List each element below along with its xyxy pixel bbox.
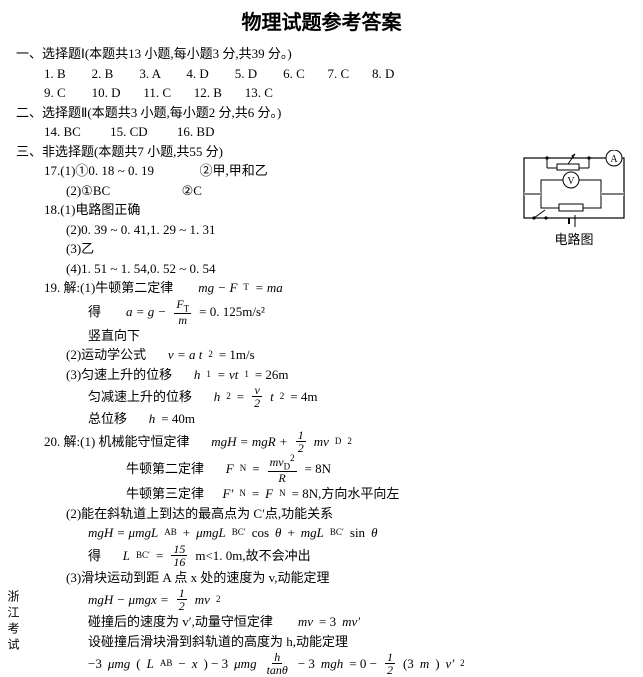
q19-l1: 19. 解:(1)牛顿第二定律 mg − FT = ma — [16, 278, 627, 298]
page-title: 物理试题参考答案 — [16, 8, 627, 38]
q20-l1: 20. 解:(1) 机械能守恒定律 mgH = mgR + 12 mvD2 — [16, 429, 627, 454]
q20-l5: mgH = μmgLAB + μmgLBC′ cosθ + mgLBC′ sin… — [16, 523, 627, 543]
q20-l3: 牛顿第三定律 F′N = FN = 8N,方向水平向左 — [16, 484, 627, 504]
svg-text:V: V — [567, 176, 575, 187]
circuit-label: 电路图 — [519, 230, 629, 250]
q20-l10: 设碰撞后滑块滑到斜轨道的高度为 h,动能定理 — [16, 632, 627, 652]
svg-text:A: A — [610, 154, 618, 165]
q19-l7: 总位移 h = 40m — [16, 409, 627, 429]
s2-row1: 14. BC 15. CD 16. BD — [16, 122, 627, 142]
q20-l6: 得 LBC′ = 1516 m<1. 0m,故不会冲出 — [16, 543, 627, 568]
section2-head: 二、选择题Ⅱ(本题共3 小题,每小题2 分,共6 分。) — [16, 103, 627, 123]
circuit-diagram: A V 电路图 — [519, 150, 629, 250]
q19-l6: 匀减速上升的位移 h2 = v2 t2 = 4m — [16, 384, 627, 409]
q18-l4: (4)1. 51 ~ 1. 54,0. 52 ~ 0. 54 — [16, 259, 627, 279]
s1-row1: 1. B 2. B 3. A 4. D 5. D 6. C 7. C 8. D — [16, 64, 627, 84]
q20-l2: 牛顿第二定律 FN = mvD2R = 8N — [16, 454, 627, 484]
sidebar-text: 浙江考试 — [4, 590, 22, 654]
s1-row2: 9. C 10. D 11. C 12. B 13. C — [16, 83, 627, 103]
q20-l7: (3)滑块运动到距 A 点 x 处的速度为 v,动能定理 — [16, 568, 627, 588]
q19-l2: 得 a = g − FTm = 0. 125m/s² — [16, 298, 627, 326]
sidebar: 浙江考试 — 38 — [6, 590, 22, 654]
q19-l5: (3)匀速上升的位移 h1 = vt1 = 26m — [16, 365, 627, 385]
q20-l8: mgH − μmgx = 12 mv2 — [16, 587, 627, 612]
q19-l4: (2)运动学公式 v = a t2 = 1m/s — [16, 345, 627, 365]
section1-head: 一、选择题Ⅰ(本题共13 小题,每小题3 分,共39 分。) — [16, 44, 627, 64]
q20-l9: 碰撞后的速度为 v′,动量守恒定律 mv = 3mv′ — [16, 612, 627, 632]
q20-l4: (2)能在斜轨道上到达的最高点为 C′点,功能关系 — [16, 504, 627, 524]
q19-l3: 竖直向下 — [16, 326, 627, 346]
